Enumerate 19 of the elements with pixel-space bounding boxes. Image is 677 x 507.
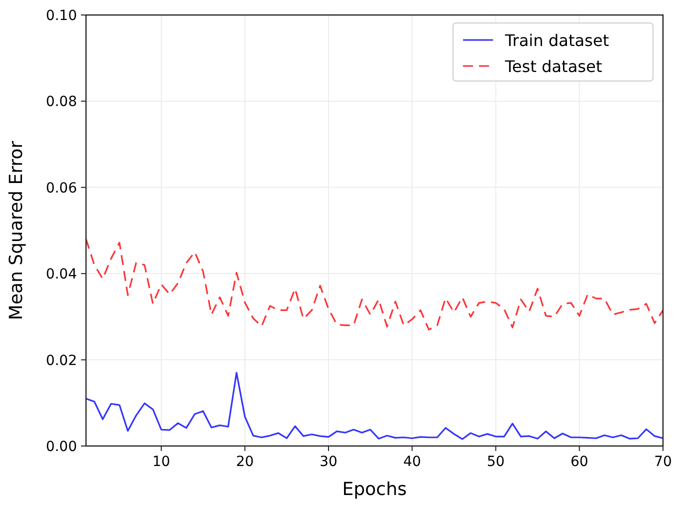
- y-tick-label: 0.02: [46, 352, 77, 369]
- y-tick-label: 0.10: [46, 8, 77, 24]
- y-tick-label: 0.00: [46, 439, 77, 455]
- x-axis-title: Epochs: [342, 479, 407, 500]
- y-tick-label: 0.08: [46, 94, 77, 110]
- line-series: [85, 372, 664, 440]
- x-tick-label: 50: [486, 454, 505, 470]
- x-tick-label: 70: [654, 454, 672, 470]
- x-tick-label: 10: [152, 454, 170, 470]
- y-axis-title: Mean Squared Error: [6, 140, 27, 320]
- x-tick-label: 20: [236, 454, 254, 470]
- x-tick-label: 30: [320, 454, 338, 470]
- line-series: [85, 238, 664, 330]
- legend-label: Test dataset: [504, 57, 602, 76]
- y-tick-label: 0.04: [46, 266, 78, 283]
- x-tick-label: 60: [570, 454, 588, 470]
- y-tick-label: 0.06: [46, 180, 78, 196]
- x-tick-label: 40: [403, 454, 422, 470]
- legend-label: Train dataset: [504, 31, 609, 50]
